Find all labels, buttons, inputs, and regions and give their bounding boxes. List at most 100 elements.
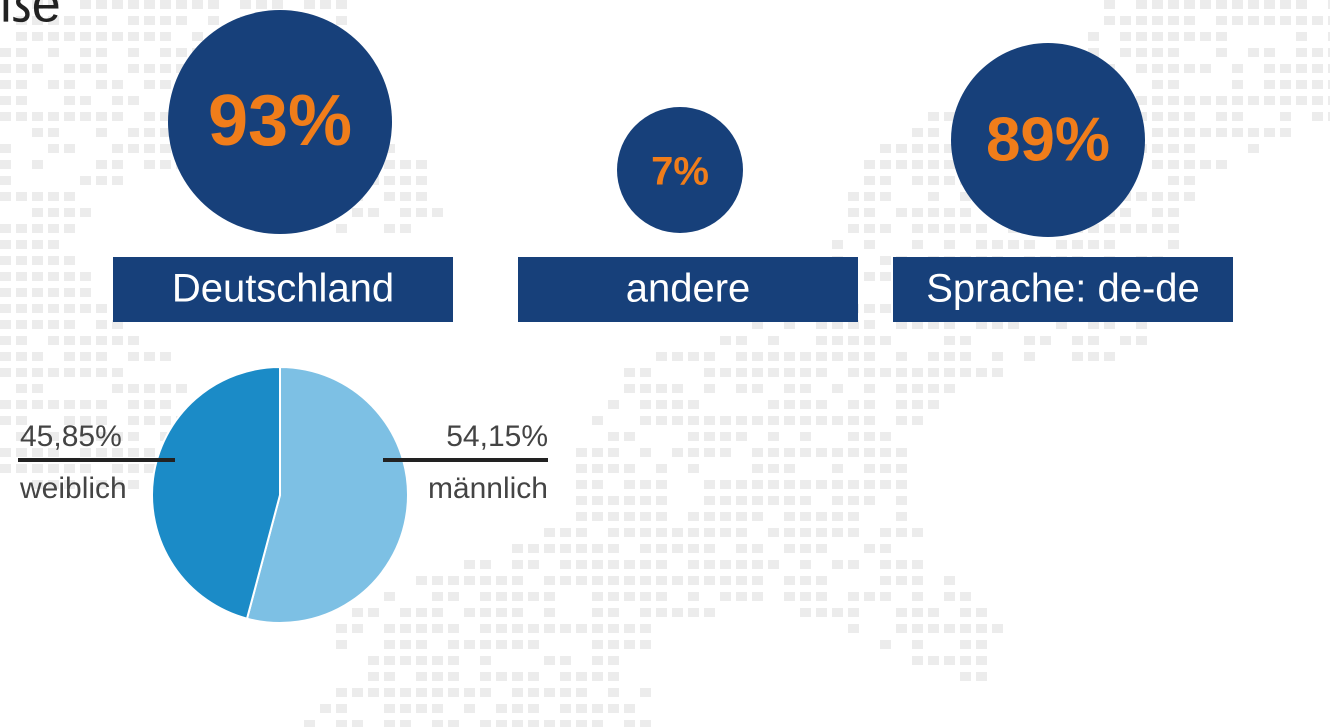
map-dot xyxy=(32,272,43,281)
map-dot xyxy=(608,576,619,585)
map-dot xyxy=(592,448,603,457)
map-dot xyxy=(944,384,955,393)
map-dot xyxy=(112,0,123,9)
map-dot xyxy=(480,560,491,569)
map-dot xyxy=(1168,48,1179,57)
map-dot xyxy=(368,688,379,697)
map-dot xyxy=(416,608,427,617)
map-dot xyxy=(800,432,811,441)
map-dot xyxy=(416,176,427,185)
map-dot xyxy=(160,400,171,409)
map-dot xyxy=(672,528,683,537)
map-dot xyxy=(608,704,619,713)
map-dot xyxy=(1120,32,1131,41)
map-dot xyxy=(352,720,363,727)
map-dot xyxy=(1168,64,1179,73)
map-dot xyxy=(64,16,75,25)
map-dot xyxy=(976,656,987,665)
map-dot xyxy=(384,192,395,201)
map-dot xyxy=(608,672,619,681)
map-dot xyxy=(1088,224,1099,233)
map-dot xyxy=(416,576,427,585)
map-dot xyxy=(800,576,811,585)
map-dot xyxy=(768,336,779,345)
map-dot xyxy=(192,0,203,9)
map-dot xyxy=(624,560,635,569)
map-dot xyxy=(992,368,1003,377)
map-dot xyxy=(768,416,779,425)
map-dot xyxy=(720,560,731,569)
map-dot xyxy=(400,176,411,185)
map-dot xyxy=(16,400,27,409)
title: ße xyxy=(0,0,61,34)
map-dot xyxy=(0,448,11,457)
map-dot xyxy=(496,608,507,617)
map-dot xyxy=(688,560,699,569)
map-dot xyxy=(1104,16,1115,25)
map-dot xyxy=(1232,16,1243,25)
map-dot xyxy=(0,320,11,329)
map-dot xyxy=(1168,192,1179,201)
map-dot xyxy=(880,448,891,457)
map-dot xyxy=(352,688,363,697)
map-dot xyxy=(576,448,587,457)
map-dot xyxy=(688,592,699,601)
map-dot xyxy=(608,400,619,409)
map-dot xyxy=(496,576,507,585)
pie-value-label: 45,85% xyxy=(20,420,122,453)
map-dot xyxy=(1088,336,1099,345)
map-dot xyxy=(480,640,491,649)
map-dot xyxy=(960,224,971,233)
map-dot xyxy=(1328,96,1330,105)
map-dot xyxy=(1152,208,1163,217)
map-dot xyxy=(784,416,795,425)
map-dot xyxy=(880,560,891,569)
map-dot xyxy=(640,592,651,601)
map-dot xyxy=(16,64,27,73)
map-dot xyxy=(608,448,619,457)
map-dot xyxy=(688,400,699,409)
map-dot xyxy=(1136,192,1147,201)
map-dot xyxy=(1136,336,1147,345)
map-dot xyxy=(496,720,507,727)
map-dot xyxy=(1312,16,1323,25)
map-dot xyxy=(48,272,59,281)
map-dot xyxy=(64,336,75,345)
map-dot xyxy=(784,464,795,473)
map-dot xyxy=(1136,48,1147,57)
map-dot xyxy=(896,352,907,361)
map-dot xyxy=(624,368,635,377)
map-dot xyxy=(1152,48,1163,57)
map-dot xyxy=(1008,240,1019,249)
map-dot xyxy=(112,80,123,89)
map-dot xyxy=(48,32,59,41)
map-dot xyxy=(0,416,11,425)
map-dot xyxy=(1248,16,1259,25)
map-dot xyxy=(0,64,11,73)
map-dot xyxy=(896,416,907,425)
map-dot xyxy=(1152,112,1163,121)
map-dot xyxy=(32,208,43,217)
map-dot xyxy=(16,352,27,361)
map-dot xyxy=(832,480,843,489)
map-dot xyxy=(1104,320,1115,329)
map-dot xyxy=(976,608,987,617)
map-dot xyxy=(496,672,507,681)
map-dot xyxy=(176,384,187,393)
map-dot xyxy=(704,416,715,425)
map-dot xyxy=(880,224,891,233)
map-dot xyxy=(880,272,891,281)
map-dot xyxy=(960,352,971,361)
map-dot xyxy=(48,304,59,313)
map-dot xyxy=(416,640,427,649)
map-dot xyxy=(624,704,635,713)
map-dot xyxy=(800,400,811,409)
map-dot xyxy=(1088,48,1099,57)
map-dot xyxy=(944,576,955,585)
map-dot xyxy=(896,320,907,329)
map-dot xyxy=(384,624,395,633)
map-dot xyxy=(976,224,987,233)
map-dot xyxy=(416,192,427,201)
map-dot xyxy=(1296,0,1307,9)
